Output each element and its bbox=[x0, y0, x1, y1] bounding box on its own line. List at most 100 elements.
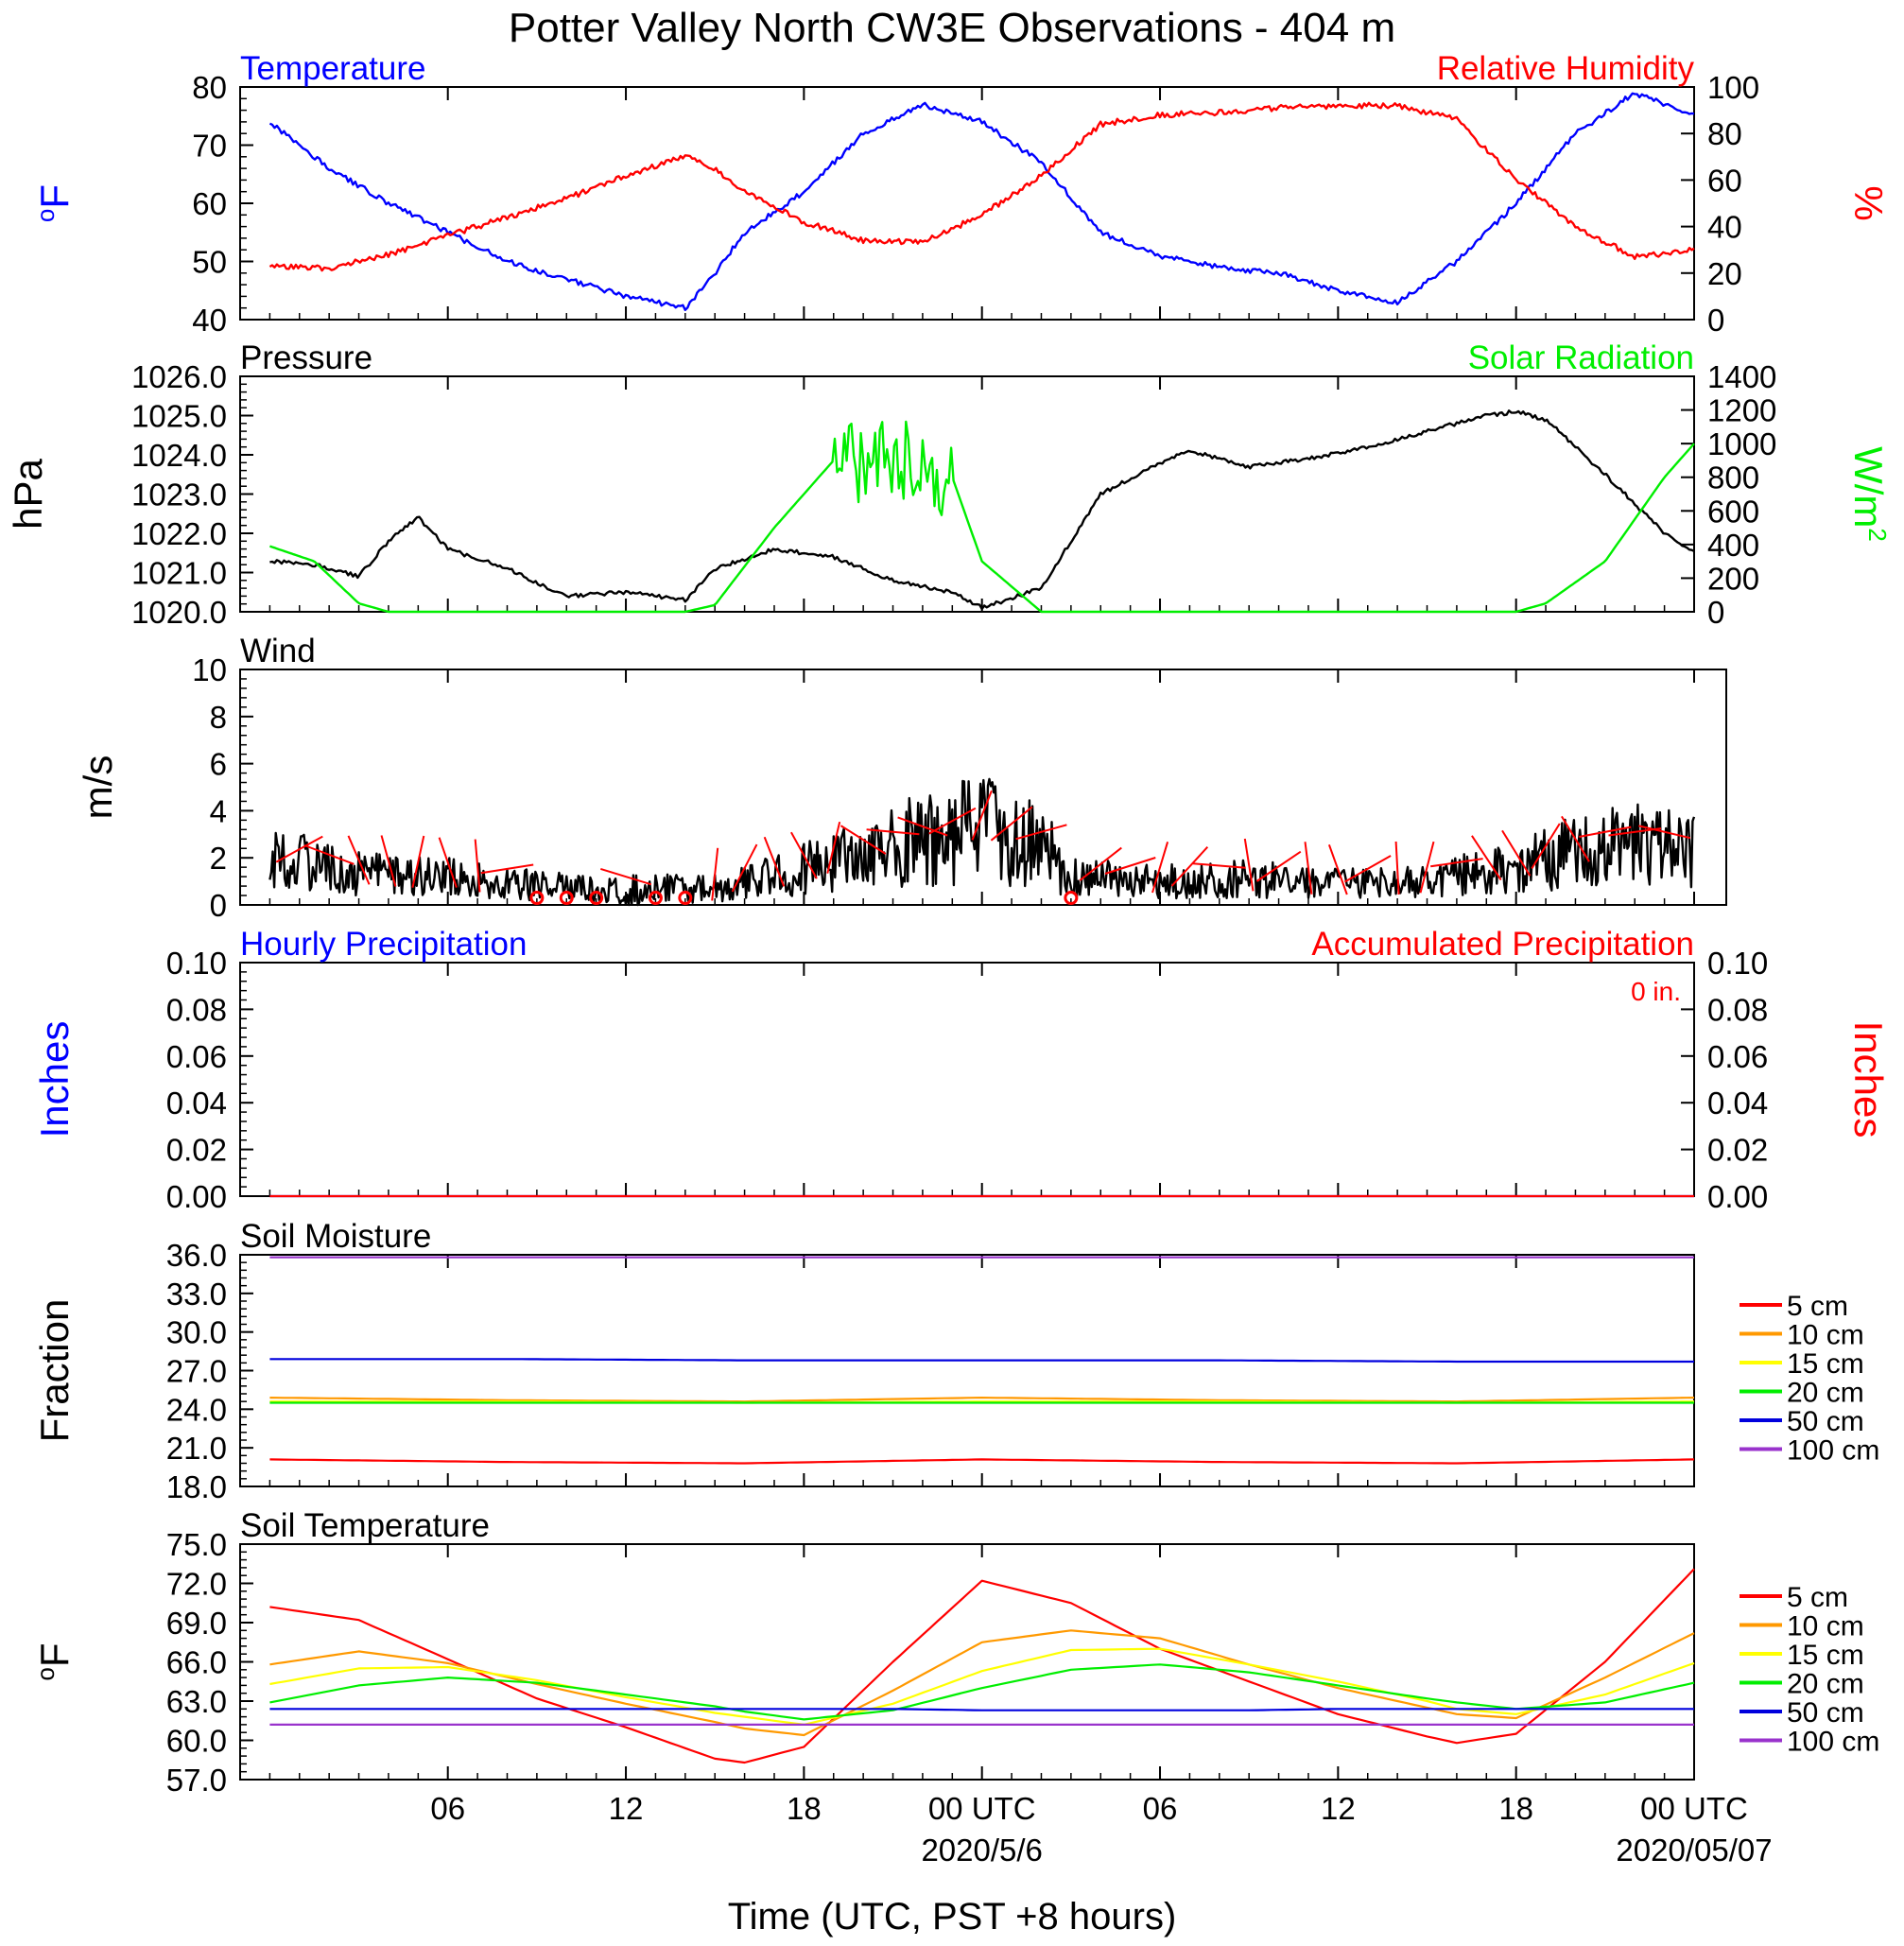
y-axis-label-left: m/s bbox=[76, 756, 120, 820]
chart-title: Potter Valley North CW3E Observations - … bbox=[509, 5, 1395, 51]
y-axis-label-right: Inches bbox=[1846, 1021, 1891, 1138]
legend-label: 5 cm bbox=[1787, 1291, 1848, 1322]
legend-label: 5 cm bbox=[1787, 1582, 1848, 1613]
y-tick-label-right: 60 bbox=[1707, 163, 1742, 198]
wind-barb bbox=[347, 835, 371, 885]
panel-title-left: Hourly Precipitation bbox=[240, 926, 527, 963]
wind-barb bbox=[1079, 846, 1122, 881]
wind-barb bbox=[790, 831, 818, 879]
y-axis-label-left: hPa bbox=[6, 458, 50, 529]
legend-label: 10 cm bbox=[1787, 1611, 1864, 1642]
y-tick-label: 1021.0 bbox=[131, 556, 227, 591]
y-axis-label-left: oF bbox=[31, 1642, 77, 1680]
y-tick-label-right: 0.06 bbox=[1707, 1039, 1768, 1074]
series-line-50-cm bbox=[269, 1708, 1694, 1711]
wind-barb bbox=[1255, 850, 1302, 882]
wind-barb bbox=[1170, 846, 1209, 887]
y-axis-label-right: % bbox=[1846, 185, 1891, 220]
y-tick-label: 0.10 bbox=[166, 946, 227, 981]
panel-title-left: Temperature bbox=[240, 50, 425, 87]
y-tick-label: 21.0 bbox=[166, 1431, 227, 1466]
y-tick-label-right: 100 bbox=[1707, 70, 1759, 105]
x-tick-labels: 06 12 18 00 UTC 2020/5/6 06 12 18 00 UTC 2020/05/… bbox=[430, 1791, 1772, 1868]
y-tick-label-right: 800 bbox=[1707, 460, 1759, 495]
panel-title-right: Accumulated Precipitation bbox=[1311, 926, 1694, 963]
y-tick-label: 57.0 bbox=[166, 1763, 227, 1798]
y-tick-label: 80 bbox=[192, 70, 227, 105]
wind-barb bbox=[897, 816, 948, 837]
y-tick-label: 1026.0 bbox=[131, 359, 227, 394]
y-tick-label-right: 1400 bbox=[1707, 359, 1776, 394]
y-tick-label: 33.0 bbox=[166, 1277, 227, 1312]
y-tick-label-right: 0.00 bbox=[1707, 1179, 1768, 1214]
y-tick-label: 0.04 bbox=[166, 1086, 227, 1121]
calm-wind-marker bbox=[1064, 891, 1079, 906]
series-line-20-cm bbox=[269, 1663, 1695, 1721]
plot-frame bbox=[239, 86, 1695, 321]
y-tick-label-right: 0.04 bbox=[1707, 1086, 1768, 1121]
y-tick-label: 0 bbox=[210, 888, 227, 923]
y-tick-label: 1025.0 bbox=[131, 399, 227, 434]
x-date-label: 2020/05/07 bbox=[1616, 1833, 1772, 1868]
x-tick-label: 06 bbox=[430, 1791, 465, 1826]
wind-barb bbox=[1501, 829, 1532, 877]
y-tick-label: 0.06 bbox=[166, 1039, 227, 1074]
legend-label: 100 cm bbox=[1787, 1435, 1879, 1467]
wind-barb bbox=[1430, 858, 1483, 868]
y-tick-label: 70 bbox=[192, 129, 227, 164]
accumulated-total: 0 in. bbox=[1631, 977, 1681, 1006]
panel-title-left: Pressure bbox=[240, 339, 372, 376]
y-tick-label: 63.0 bbox=[166, 1684, 227, 1719]
x-tick-label: 12 bbox=[609, 1791, 644, 1826]
panel-temperature: 40 50 60 70 80 0 20 40 60 80 100 Temperature Relativ… bbox=[31, 50, 1891, 338]
series-line-5-cm bbox=[269, 1458, 1695, 1465]
calm-wind-marker bbox=[648, 891, 663, 906]
y-tick-label: 75.0 bbox=[166, 1527, 227, 1562]
series-line-relative-humidity bbox=[268, 101, 1695, 272]
x-tick-label: 12 bbox=[1321, 1791, 1356, 1826]
x-date-label: 2020/5/6 bbox=[921, 1833, 1042, 1868]
wind-barb bbox=[1243, 838, 1255, 892]
y-tick-label: 1022.0 bbox=[131, 516, 227, 551]
calm-wind-marker bbox=[559, 891, 574, 906]
series-line-wind bbox=[268, 777, 1696, 907]
panel-title-right: Relative Humidity bbox=[1437, 50, 1695, 87]
y-tick-label: 60.0 bbox=[166, 1724, 227, 1759]
legend-label: 20 cm bbox=[1787, 1669, 1864, 1700]
y-tick-label-right: 200 bbox=[1707, 561, 1759, 596]
plot-frame bbox=[239, 1254, 1695, 1487]
plot-frame bbox=[239, 669, 1727, 906]
wind-barb bbox=[1104, 857, 1156, 875]
legend-label: 50 cm bbox=[1787, 1697, 1864, 1729]
wind-barb bbox=[600, 867, 652, 886]
wind-barb bbox=[1419, 841, 1435, 894]
wind-barb bbox=[1471, 835, 1502, 881]
y-tick-label-right: 40 bbox=[1707, 210, 1742, 245]
panel-title-left: Soil Moisture bbox=[240, 1218, 431, 1255]
panel-title-left: Wind bbox=[240, 633, 316, 669]
wind-barb bbox=[1343, 855, 1392, 883]
legend-label: 20 cm bbox=[1787, 1378, 1864, 1409]
y-tick-label: 50 bbox=[192, 245, 227, 280]
y-tick-label-right: 0 bbox=[1707, 303, 1724, 338]
wind-barb bbox=[303, 844, 355, 865]
y-tick-label: 2 bbox=[210, 841, 227, 876]
series-line-10-cm bbox=[269, 1629, 1695, 1737]
y-axis-label-right: W/m2 bbox=[1846, 446, 1892, 542]
x-tick-label: 18 bbox=[1498, 1791, 1533, 1826]
wind-barb bbox=[826, 821, 841, 874]
y-tick-label-right: 0.10 bbox=[1707, 946, 1768, 981]
series-line-solar-radiation bbox=[268, 420, 1695, 614]
wind-barb bbox=[1015, 824, 1067, 841]
y-tick-label: 0.02 bbox=[166, 1133, 227, 1168]
plot-frame bbox=[239, 962, 1695, 1197]
y-tick-label-right: 20 bbox=[1707, 256, 1742, 291]
plot-frame bbox=[239, 375, 1695, 613]
wind-barb bbox=[411, 835, 425, 888]
legend-label: 100 cm bbox=[1787, 1727, 1879, 1758]
panel-soil-temperature: 57.0 60.0 63.0 66.0 69.0 72.0 75.0 Soil Tempera… bbox=[31, 1507, 1879, 1798]
wind-barb bbox=[1394, 841, 1400, 895]
y-tick-label-right: 0.08 bbox=[1707, 992, 1768, 1027]
